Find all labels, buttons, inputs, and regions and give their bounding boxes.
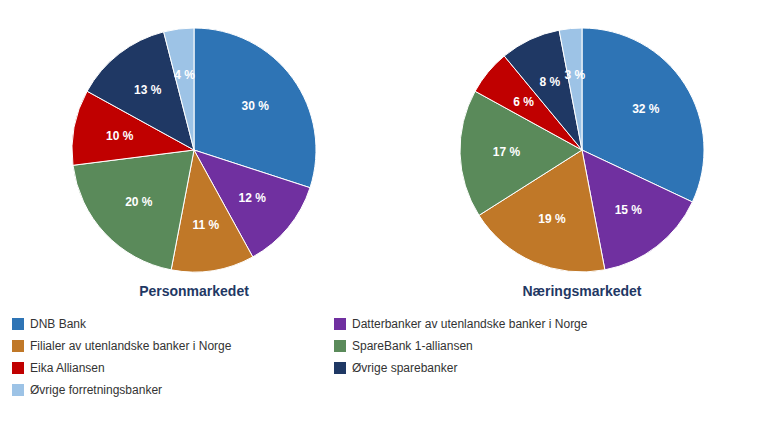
pie-title: Personmarkedet	[139, 283, 249, 299]
legend-swatch	[334, 362, 346, 374]
chart-container: 30 % 12 % 11 % 20 % 10 % 13 % 4 % Personmarkede…	[0, 0, 776, 430]
legend-label: Eika Alliansen	[30, 361, 105, 375]
pie-slice	[559, 28, 582, 150]
legend-swatch	[334, 340, 346, 352]
data-label: 32 %	[632, 102, 660, 116]
pie-slice	[73, 150, 194, 270]
legend-label: Filialer av utenlandske banker i Norge	[30, 339, 232, 353]
data-label: 10 %	[106, 129, 134, 143]
legend-label: SpareBank 1-alliansen	[352, 339, 473, 353]
legend-swatch	[12, 340, 24, 352]
legend-swatch	[12, 318, 24, 330]
legend-swatch	[334, 318, 346, 330]
data-label: 17 %	[493, 145, 521, 159]
pie-slice	[164, 28, 194, 150]
data-label: 13 %	[134, 83, 162, 97]
legend-swatch	[12, 384, 24, 396]
legend-label: Datterbanker av utenlandske banker i Nor…	[352, 317, 588, 331]
chart: 30 % 12 % 11 % 20 % 10 % 13 % 4 % Personmarkede…	[0, 0, 776, 430]
data-label: 6 %	[513, 95, 534, 109]
data-label: 8 %	[539, 75, 560, 89]
data-label: 19 %	[538, 212, 566, 226]
data-label: 12 %	[239, 191, 267, 205]
legend-swatch	[12, 362, 24, 374]
pie	[460, 28, 704, 272]
legend-label: DNB Bank	[30, 317, 87, 331]
data-label: 30 %	[242, 99, 270, 113]
legend-label: Øvrige forretningsbanker	[30, 383, 162, 397]
pie-title: Næringsmarkedet	[522, 283, 641, 299]
data-label: 4 %	[174, 68, 195, 82]
legend: DNB Bank Datterbanker av utenlandske bank…	[12, 317, 588, 397]
data-label: 11 %	[192, 218, 219, 232]
legend-label: Øvrige sparebanker	[352, 361, 457, 375]
data-label: 3 %	[565, 68, 586, 82]
pie	[72, 28, 316, 272]
data-label: 20 %	[125, 195, 153, 209]
data-label: 15 %	[615, 203, 643, 217]
